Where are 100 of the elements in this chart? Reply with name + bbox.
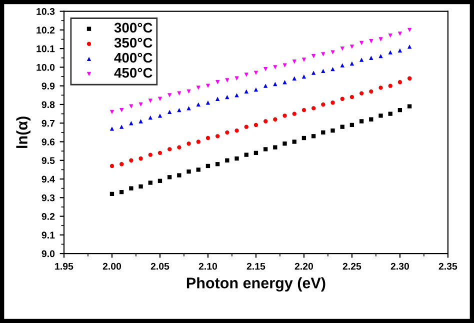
- point: [388, 112, 392, 116]
- point: [234, 156, 239, 161]
- point: [167, 93, 172, 98]
- point: [302, 58, 306, 62]
- point: [234, 93, 239, 98]
- x-tick-label: 2.35: [438, 262, 458, 270]
- point: [167, 175, 172, 180]
- point: [378, 114, 383, 118]
- y-tick-label: 9.0: [42, 250, 55, 258]
- point: [311, 54, 316, 58]
- point: [120, 190, 124, 194]
- point: [388, 84, 392, 88]
- point: [311, 106, 316, 110]
- point: [186, 169, 191, 174]
- point: [215, 96, 220, 101]
- point: [138, 102, 143, 107]
- point: [215, 134, 220, 138]
- y-axis-title: ln(α): [16, 116, 30, 148]
- y-tick-label: 9.8: [42, 101, 55, 108]
- x-tick-label: 2.10: [198, 262, 218, 270]
- point: [244, 72, 248, 77]
- x-tick-label: 1.95: [55, 262, 74, 270]
- point: [177, 108, 182, 112]
- point: [350, 122, 354, 128]
- point: [138, 184, 143, 189]
- point: [206, 136, 210, 140]
- point: [120, 162, 124, 166]
- point: [359, 58, 364, 62]
- point: [398, 108, 402, 112]
- point: [292, 140, 296, 144]
- point: [254, 150, 258, 156]
- point: [196, 86, 200, 90]
- legend-label: 350°C: [114, 38, 152, 48]
- point: [167, 147, 172, 152]
- point: [330, 66, 335, 72]
- point: [196, 140, 200, 144]
- point: [282, 63, 287, 68]
- point: [148, 115, 152, 120]
- point: [321, 52, 326, 56]
- point: [369, 39, 374, 44]
- point: [225, 78, 230, 82]
- point: [138, 119, 143, 124]
- point: [340, 46, 344, 51]
- y-tick-label: 10.2: [36, 26, 55, 34]
- point: [407, 44, 412, 49]
- point: [110, 164, 114, 168]
- x-tick-label: 2.15: [246, 262, 266, 270]
- point: [244, 89, 248, 94]
- point: [254, 87, 258, 92]
- point: [186, 106, 191, 110]
- point: [177, 145, 182, 150]
- y-tick-label: 9.1: [42, 232, 55, 239]
- point: [273, 65, 278, 70]
- point: [158, 114, 162, 118]
- point: [398, 32, 402, 36]
- point: [120, 124, 124, 129]
- point: [225, 130, 230, 135]
- point: [378, 54, 383, 58]
- point: [378, 37, 383, 42]
- x-axis-title: Photon energy (eV): [186, 277, 326, 292]
- legend-label: 400°C: [114, 52, 152, 63]
- point: [330, 128, 335, 133]
- y-tick-label: 9.4: [42, 176, 55, 183]
- point: [350, 61, 354, 66]
- legend-label: 450°C: [114, 68, 152, 78]
- point: [158, 150, 162, 156]
- point: [167, 110, 172, 114]
- point: [263, 147, 268, 152]
- point: [321, 102, 326, 107]
- point: [263, 119, 268, 124]
- point: [215, 162, 220, 166]
- point: [273, 117, 278, 122]
- point: [282, 114, 287, 118]
- point: [129, 104, 134, 108]
- y-tick-label: 10.0: [36, 64, 55, 71]
- point: [234, 128, 239, 133]
- point: [177, 91, 182, 96]
- point: [138, 156, 143, 161]
- point: [244, 152, 248, 157]
- point: [407, 104, 412, 108]
- x-tick-label: 2.25: [342, 262, 362, 270]
- point: [254, 122, 258, 128]
- point: [186, 142, 191, 146]
- point: [196, 168, 200, 172]
- x-tick-label: 2.30: [390, 262, 409, 270]
- point: [254, 70, 258, 75]
- point: [321, 130, 326, 135]
- point: [215, 80, 220, 84]
- point: [340, 63, 344, 68]
- point: [110, 110, 114, 114]
- point: [129, 121, 134, 126]
- point: [292, 60, 296, 64]
- point: [225, 158, 230, 162]
- point: [282, 142, 287, 146]
- y-tick-label: 9.2: [42, 213, 55, 220]
- point: [148, 180, 152, 185]
- point: [148, 98, 152, 103]
- point: [234, 76, 239, 80]
- point: [398, 48, 402, 53]
- point: [340, 96, 344, 101]
